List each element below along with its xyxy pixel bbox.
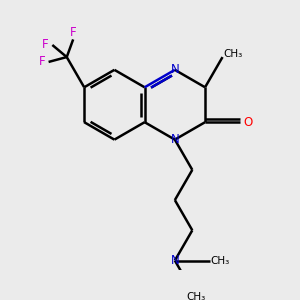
Text: F: F <box>42 38 49 52</box>
Text: F: F <box>39 56 45 68</box>
Text: CH₃: CH₃ <box>223 50 242 59</box>
Text: N: N <box>170 254 179 267</box>
Text: CH₃: CH₃ <box>210 256 230 266</box>
Text: N: N <box>170 63 179 76</box>
Text: F: F <box>70 26 76 39</box>
Text: O: O <box>243 116 253 129</box>
Text: CH₃: CH₃ <box>187 292 206 300</box>
Text: N: N <box>170 133 179 146</box>
